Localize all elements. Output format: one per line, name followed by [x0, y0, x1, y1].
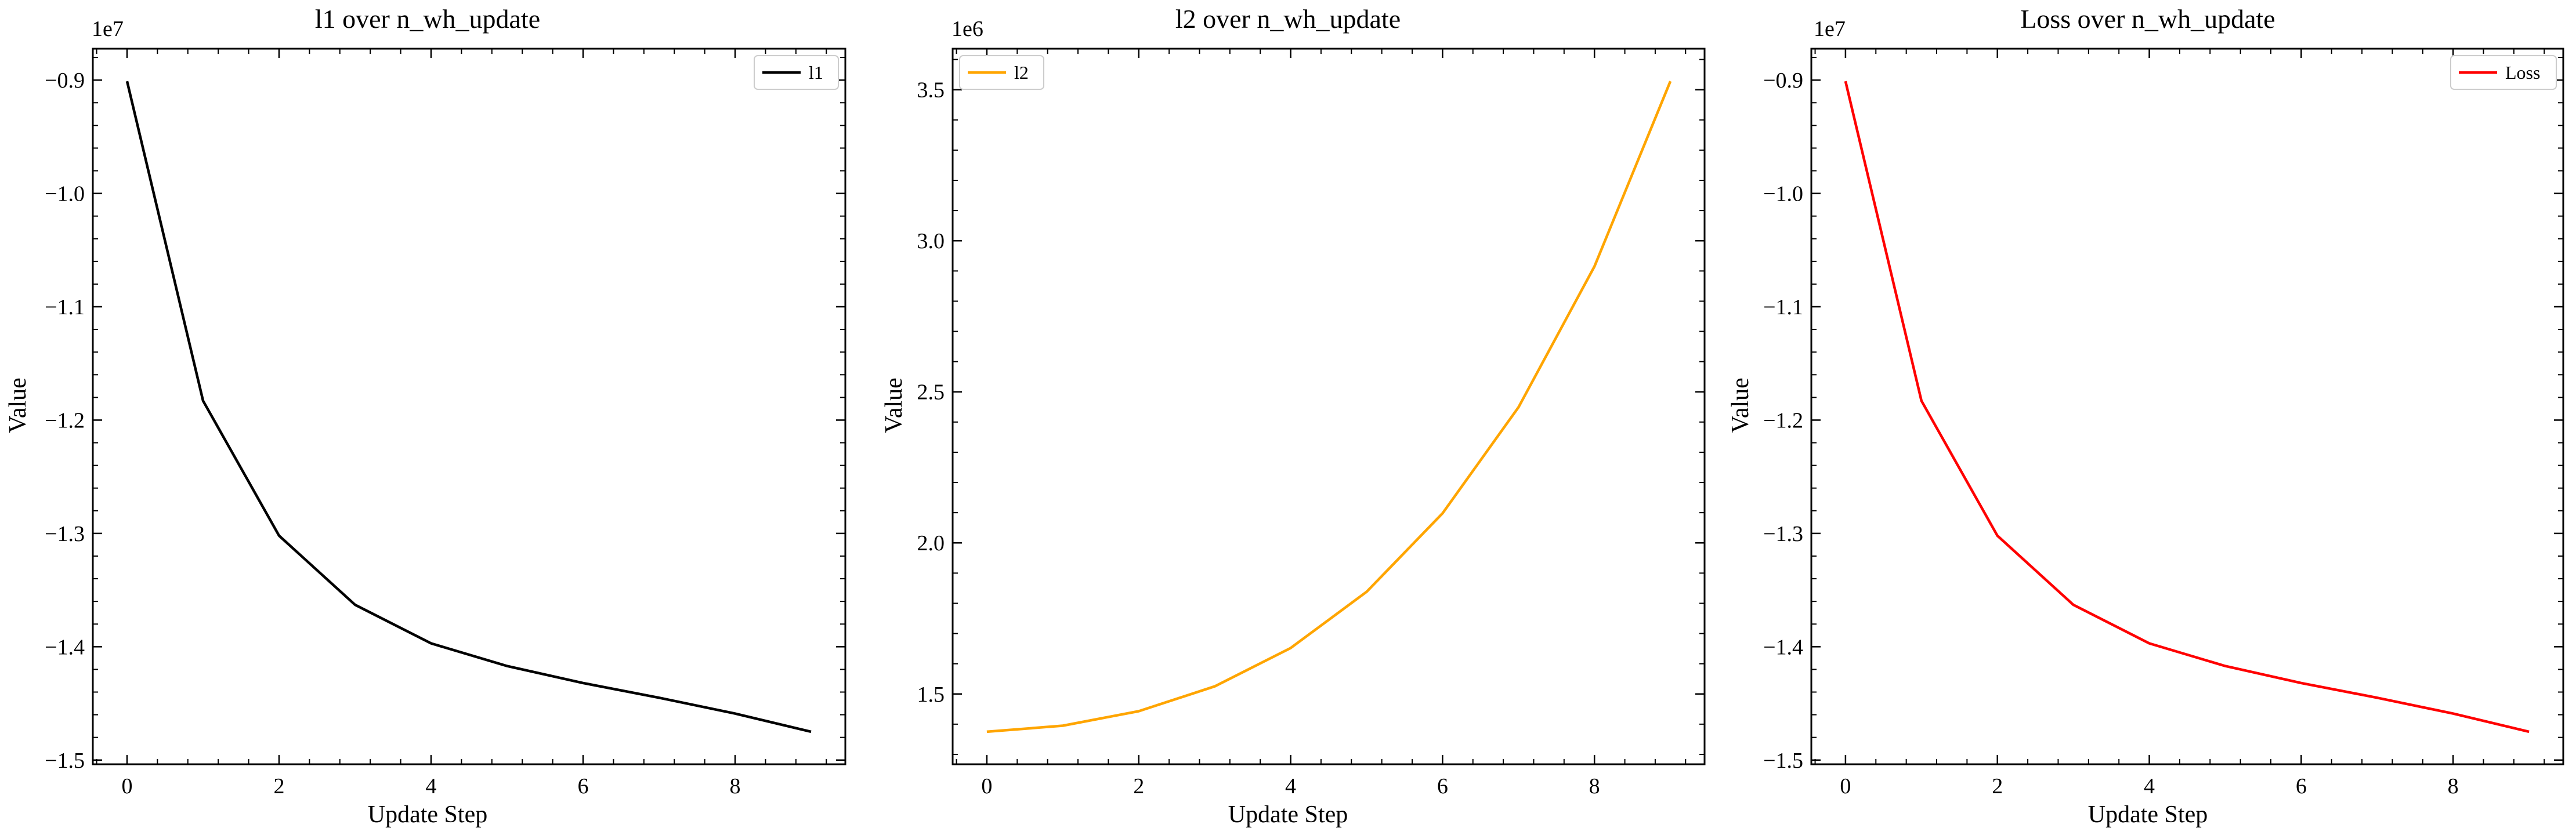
y-tick-label: −1.5 — [1763, 749, 1803, 773]
x-tick-label: 8 — [1589, 774, 1600, 798]
x-axis-label: Update Step — [2088, 801, 2208, 828]
x-tick-label: 4 — [425, 774, 436, 798]
axes-frame — [951, 48, 1706, 765]
y-tick-label: −1.4 — [1763, 635, 1803, 659]
y-axis-label: Value — [1727, 377, 1754, 433]
y-tick-label: −1.5 — [45, 749, 85, 773]
y-tick-label: −0.9 — [45, 68, 85, 93]
y-tick-label: −1.2 — [1763, 408, 1803, 433]
ticks-group: 0 2 4 6 8 −1.5 −1.4 −1.3 −1.2 −1.1 −1.0 −0.9 — [1763, 49, 2563, 798]
chart-title: Loss over n_wh_update — [2020, 4, 2275, 34]
chart-title: l2 over n_wh_update — [1175, 4, 1401, 34]
legend-label-l2: l2 — [1014, 62, 1029, 83]
legend-box — [2450, 55, 2557, 90]
x-axis-label: Update Step — [1228, 801, 1348, 828]
legend-label-l1: l1 — [809, 62, 823, 83]
y-offset-text: 1e7 — [92, 17, 124, 41]
series-line-loss — [1844, 81, 2530, 734]
axes-frame — [92, 48, 846, 765]
loss-chart-panel: Loss over n_wh_update 1e7 Value Update S… — [1727, 4, 2564, 828]
y-tick-label: −0.9 — [1763, 68, 1803, 93]
x-tick-label: 6 — [2296, 774, 2307, 798]
y-offset-text: 1e6 — [951, 17, 983, 41]
x-tick-label: 0 — [121, 774, 132, 798]
x-tick-label: 0 — [1840, 774, 1851, 798]
l1-chart-panel: l1 over n_wh_update 1e7 Value Update Ste… — [5, 4, 846, 828]
y-tick-label: −1.0 — [1763, 182, 1803, 206]
legend: l1 — [754, 55, 839, 90]
x-tick-label: 6 — [1437, 774, 1448, 798]
x-tick-label: 8 — [2448, 774, 2459, 798]
x-tick-label: 2 — [1133, 774, 1144, 798]
y-offset-text: 1e7 — [1814, 17, 1846, 41]
y-axis-label: Value — [5, 377, 31, 433]
y-tick-label: 1.5 — [917, 682, 945, 707]
x-tick-label: 8 — [730, 774, 741, 798]
legend: Loss — [2450, 55, 2557, 90]
y-tick-label: −1.3 — [45, 522, 85, 546]
y-tick-label: −1.1 — [1763, 295, 1803, 320]
lines-group — [1844, 81, 2530, 734]
x-tick-label: 4 — [2144, 774, 2155, 798]
x-tick-label: 0 — [981, 774, 992, 798]
lines-group — [986, 81, 1672, 734]
l2-chart-panel: l2 over n_wh_update 1e6 Value Update Ste… — [881, 4, 1706, 828]
y-tick-label: 3.5 — [917, 78, 945, 103]
y-tick-label: 2.5 — [917, 380, 945, 405]
axes-frame — [1810, 48, 2564, 765]
x-tick-label: 4 — [1285, 774, 1296, 798]
y-tick-label: −1.0 — [45, 182, 85, 206]
y-axis-label: Value — [881, 377, 907, 433]
x-axis-label: Update Step — [368, 801, 487, 828]
series-line-l2 — [986, 81, 1672, 734]
lines-group — [125, 81, 812, 734]
legend: l2 — [959, 55, 1044, 90]
x-tick-label: 6 — [578, 774, 589, 798]
y-tick-label: −1.1 — [45, 295, 85, 320]
y-tick-label: −1.4 — [45, 635, 85, 659]
ticks-group: 0 2 4 6 8 −1.5 −1.4 −1.3 −1.2 −1.1 −1.0 −0.9 — [45, 49, 845, 798]
chart-title: l1 over n_wh_update — [315, 4, 540, 34]
y-tick-label: 2.0 — [917, 531, 945, 556]
series-line-l1 — [125, 81, 812, 734]
x-tick-label: 2 — [273, 774, 284, 798]
x-tick-label: 2 — [1992, 774, 2003, 798]
y-tick-label: 3.0 — [917, 229, 945, 253]
legend-label-loss: Loss — [2505, 62, 2540, 83]
y-tick-label: −1.3 — [1763, 522, 1803, 546]
y-tick-label: −1.2 — [45, 408, 85, 433]
ticks-group: 0 2 4 6 8 1.5 2.0 2.5 3.0 3.5 — [917, 49, 1705, 798]
